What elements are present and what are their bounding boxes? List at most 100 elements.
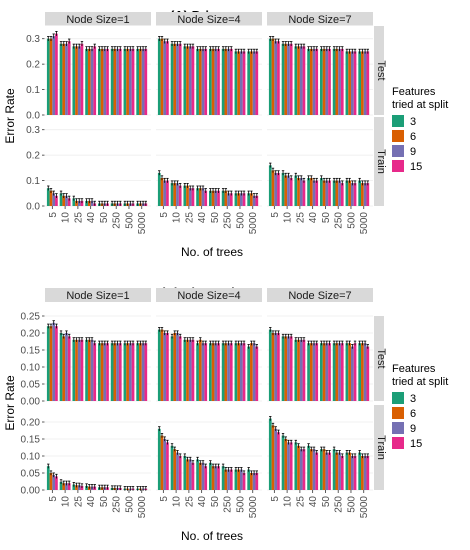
bar-15 [353, 456, 357, 490]
bar-3 [46, 326, 50, 401]
x-tick-label: 500 [235, 212, 246, 229]
x-tick-label: 10 [61, 212, 72, 224]
bar-3 [221, 190, 225, 206]
facet-row-strip-bg [374, 316, 384, 401]
bar-6 [75, 485, 78, 490]
x-tick-label: 25 [295, 212, 306, 224]
y-tick-label: 0.1 [26, 176, 40, 187]
bar-15 [353, 183, 357, 206]
bar-6 [297, 178, 300, 206]
bar-9 [90, 48, 94, 116]
bar-6 [198, 339, 202, 401]
bar-6 [186, 185, 189, 206]
x-tick-label: 5 [159, 212, 170, 218]
bar-15 [315, 343, 319, 401]
bar-15 [328, 343, 331, 401]
bar-15 [217, 466, 220, 490]
bar-15 [242, 473, 246, 490]
x-tick-label: 250 [334, 496, 345, 513]
y-tick-label: 0.10 [21, 452, 41, 463]
bar-6 [361, 51, 364, 115]
bar-9 [338, 180, 341, 206]
x-tick-label: 50 [99, 496, 110, 508]
bar-9 [299, 339, 303, 401]
bar-9 [214, 343, 218, 401]
facet-strip-bg [156, 12, 262, 26]
bar-6 [237, 343, 240, 401]
bar-6 [322, 343, 326, 401]
bar-6 [348, 343, 351, 401]
bar-3 [307, 343, 310, 401]
bar-9 [163, 180, 167, 206]
bar-3 [85, 48, 88, 116]
bar-9 [338, 48, 341, 116]
bar-9 [176, 183, 179, 206]
bar-9 [201, 48, 205, 116]
y-tick-label: 0.1 [26, 85, 40, 96]
bar-9 [312, 180, 316, 206]
bar-3 [110, 343, 114, 401]
bar-3 [59, 193, 63, 206]
bar-3 [157, 172, 161, 206]
bar-3 [209, 48, 212, 116]
bar-3 [136, 48, 140, 116]
legend-key-9 [392, 145, 404, 157]
bar-15 [229, 343, 233, 401]
bar-3 [332, 343, 336, 401]
y-tick-label: 0.2 [26, 60, 40, 71]
bar-3 [98, 48, 101, 116]
bar-9 [116, 48, 119, 116]
x-tick-label: 5000 [359, 212, 370, 235]
bar-6 [186, 339, 189, 401]
bar-15 [328, 48, 331, 116]
legend-label: 6 [410, 131, 416, 143]
bar-9 [201, 343, 205, 401]
x-tick-label: 25 [73, 496, 84, 508]
bar-15 [217, 190, 220, 206]
legend-title: Features [392, 86, 436, 98]
bar-15 [277, 172, 280, 206]
bar-9 [239, 51, 243, 115]
bar-9 [65, 43, 68, 115]
legend-key-6 [392, 130, 404, 142]
bar-15 [55, 33, 58, 115]
bar-9 [363, 343, 367, 401]
x-tick-label: 25 [295, 496, 306, 508]
x-axis-label: No. of trees [181, 245, 243, 259]
bar-6 [271, 38, 275, 115]
bar-15 [178, 185, 182, 206]
bar-6 [160, 329, 164, 401]
bar-6 [297, 46, 300, 115]
bar-3 [234, 51, 238, 115]
bar-3 [320, 449, 323, 490]
bar-6 [126, 343, 129, 401]
bar-6 [62, 195, 66, 206]
facet-col-label: Node Size=1 [66, 14, 129, 26]
x-tick-label: 50 [99, 212, 110, 224]
facet-col-label: Node Size=7 [288, 290, 351, 302]
bar-9 [287, 175, 290, 206]
bar-3 [72, 198, 76, 206]
bar-15 [191, 46, 195, 115]
bar-9 [77, 485, 81, 490]
y-tick-label: 0.00 [21, 486, 41, 497]
bar-3 [247, 51, 251, 115]
bar-3 [209, 190, 212, 206]
bar-6 [173, 449, 177, 490]
bar-3 [46, 38, 50, 115]
bar-6 [198, 48, 202, 116]
bar-3 [209, 462, 212, 490]
bar-9 [227, 193, 230, 206]
bar-9 [350, 346, 354, 401]
bar-9 [141, 343, 145, 401]
bar-3 [196, 343, 199, 401]
bar-15 [366, 456, 370, 490]
facet-col-label: Node Size=1 [66, 290, 129, 302]
bar-6 [250, 193, 253, 206]
bar-15 [242, 343, 246, 401]
bar-15 [328, 180, 331, 206]
x-tick-label: 250 [223, 496, 234, 513]
panel-bg [44, 404, 152, 491]
bar-6 [224, 190, 228, 206]
bar-6 [62, 483, 66, 490]
